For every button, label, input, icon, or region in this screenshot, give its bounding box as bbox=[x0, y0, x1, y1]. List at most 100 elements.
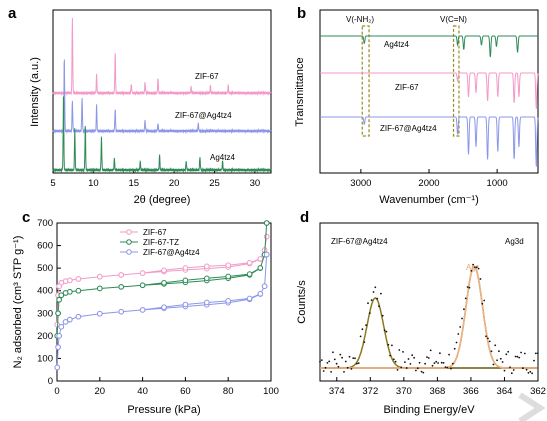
panel-c-data-point bbox=[225, 262, 231, 268]
panel-d-data-point bbox=[483, 299, 486, 302]
panel-d-data-point bbox=[512, 369, 515, 371]
panel-d-data-point bbox=[407, 358, 410, 360]
panel-b-xtick-label: 2000 bbox=[418, 178, 439, 189]
panel-d-data-point bbox=[527, 372, 530, 374]
panel-d-data-point bbox=[431, 364, 434, 367]
panel-c-ytick-label: 0 bbox=[48, 376, 53, 387]
panel-d-ylabel: Counts/s bbox=[296, 280, 308, 324]
panel-d-data-point bbox=[442, 362, 445, 364]
panel-c-data-point bbox=[257, 256, 264, 262]
panel-d-data-point bbox=[344, 360, 347, 363]
panel-b-band-marker bbox=[452, 25, 460, 137]
panel-d-data-point bbox=[429, 349, 432, 352]
panel-a-xticks: 5 10 15 20 25 30 bbox=[50, 169, 260, 189]
panel-c-ytick-label: 500 bbox=[37, 263, 53, 274]
panel-a-xtick-label: 20 bbox=[169, 178, 180, 189]
panel-d-data-point bbox=[490, 350, 493, 353]
panel-c-ytick-label: 300 bbox=[37, 308, 53, 319]
panel-c-data-point bbox=[246, 295, 253, 302]
panel-c-legend-marker bbox=[126, 229, 132, 235]
panel-a-series bbox=[52, 17, 272, 174]
panel-a-xtick-label: 10 bbox=[88, 178, 99, 189]
panel-d-data-point bbox=[448, 353, 450, 356]
panel-d-data-point bbox=[368, 312, 371, 314]
panel-d-data-point bbox=[337, 365, 340, 368]
panel-c-ticks: 0 20 40 60 80 100 0 100 200 300 400 500 600 700 bbox=[37, 218, 279, 397]
panel-c-data-point bbox=[56, 296, 62, 303]
panel-d-data-point bbox=[479, 278, 482, 280]
panel-c-ylabel: N₂ adsorbed (cm³ STP g⁻¹) bbox=[12, 236, 24, 369]
panel-d-data-point bbox=[343, 371, 345, 373]
panel-b-xticks: 3000 2000 1000 bbox=[350, 169, 508, 189]
panel-c-data-point bbox=[55, 344, 61, 350]
panel-d-data-point bbox=[394, 360, 397, 363]
panel-d-fit-envelope bbox=[320, 265, 538, 369]
panel-c-data-point bbox=[257, 265, 264, 271]
panel-c-data-point bbox=[263, 251, 270, 258]
panel-d-xtick-label: 364 bbox=[497, 386, 513, 397]
panel-d-data-point bbox=[472, 263, 474, 266]
panel-d-data-point bbox=[335, 362, 338, 365]
panel-c-data-point bbox=[257, 291, 264, 297]
panel-d-xtick-label: 370 bbox=[396, 386, 412, 397]
panel-d-data-point bbox=[332, 351, 334, 354]
panel-d-data-point bbox=[437, 362, 439, 364]
panel-c-data-point bbox=[118, 272, 124, 278]
panel-d-data-point bbox=[356, 362, 358, 365]
panel-c-letter: c bbox=[22, 209, 30, 226]
panel-c-data-point bbox=[261, 283, 268, 290]
panel-c-ytick-label: 200 bbox=[37, 331, 53, 342]
panel-d-data-point bbox=[363, 341, 366, 343]
panel-d-data-point bbox=[488, 340, 491, 343]
panel-d-data-point bbox=[418, 361, 421, 364]
panel-c-xtick-label: 80 bbox=[223, 386, 234, 397]
panel-b-frame bbox=[319, 9, 539, 174]
panel-c-data-point bbox=[97, 285, 103, 292]
panel-c-data-point bbox=[161, 304, 167, 310]
panel-d-data-point bbox=[404, 361, 406, 363]
panel-a-xtick-label: 30 bbox=[250, 178, 261, 189]
panel-d-data-point bbox=[381, 314, 384, 317]
panel-a-xtick-label: 5 bbox=[50, 178, 55, 189]
panel-d-data-point bbox=[468, 286, 471, 289]
panel-d-data-point bbox=[350, 368, 353, 370]
panel-d-data-point bbox=[396, 369, 399, 371]
panel-c-legend-marker bbox=[126, 249, 132, 255]
panel-c-data-point bbox=[97, 310, 103, 317]
panel-d-data-point bbox=[348, 355, 351, 358]
panel-d-data-point bbox=[485, 335, 487, 338]
panel-d-data-point bbox=[501, 361, 504, 363]
panel-d-data-point bbox=[481, 302, 484, 305]
panel-c-xtick-label: 40 bbox=[137, 386, 148, 397]
panel-d-data-point bbox=[439, 352, 441, 355]
panel-d-data-point bbox=[440, 361, 443, 364]
panel-d-data-point bbox=[392, 358, 395, 361]
panel-d-data-point bbox=[391, 344, 393, 347]
panel-c-data-point bbox=[204, 275, 210, 282]
panel-d-data-point bbox=[533, 359, 535, 362]
panel-c-ytick-label: 400 bbox=[37, 286, 53, 297]
panel-d-xtick-label: 368 bbox=[429, 386, 445, 397]
panel-d-data-point bbox=[352, 357, 355, 359]
panel-c-data-point bbox=[263, 220, 270, 226]
panel-d-data-point bbox=[494, 344, 497, 347]
panel-c-data-point bbox=[58, 292, 65, 299]
panel-b-band-marker bbox=[361, 25, 370, 137]
panel-b-series-label-ag4tz4: Ag4tz4 bbox=[384, 40, 409, 49]
panel-d-frame bbox=[319, 222, 539, 382]
panel-d-data-point bbox=[330, 371, 332, 373]
panel-b-xtick-label: 1000 bbox=[487, 178, 508, 189]
panel-d-data-point bbox=[466, 286, 469, 288]
panel-b-ylabel: Transmittance bbox=[294, 57, 306, 126]
panel-d-data-point bbox=[444, 366, 447, 368]
panel-d-data-point bbox=[522, 367, 524, 370]
panel-c-frame bbox=[56, 222, 272, 382]
panel-a-series-line bbox=[52, 96, 272, 174]
panel-d-data-point bbox=[357, 362, 360, 364]
panel-c-data-point bbox=[246, 259, 253, 266]
panel-d-data-point bbox=[435, 360, 438, 363]
panel-c-data-point bbox=[139, 282, 146, 289]
panel-c-data-point bbox=[97, 273, 103, 280]
panel-d-data-point bbox=[536, 352, 539, 354]
panel-c-data-point bbox=[54, 364, 61, 371]
